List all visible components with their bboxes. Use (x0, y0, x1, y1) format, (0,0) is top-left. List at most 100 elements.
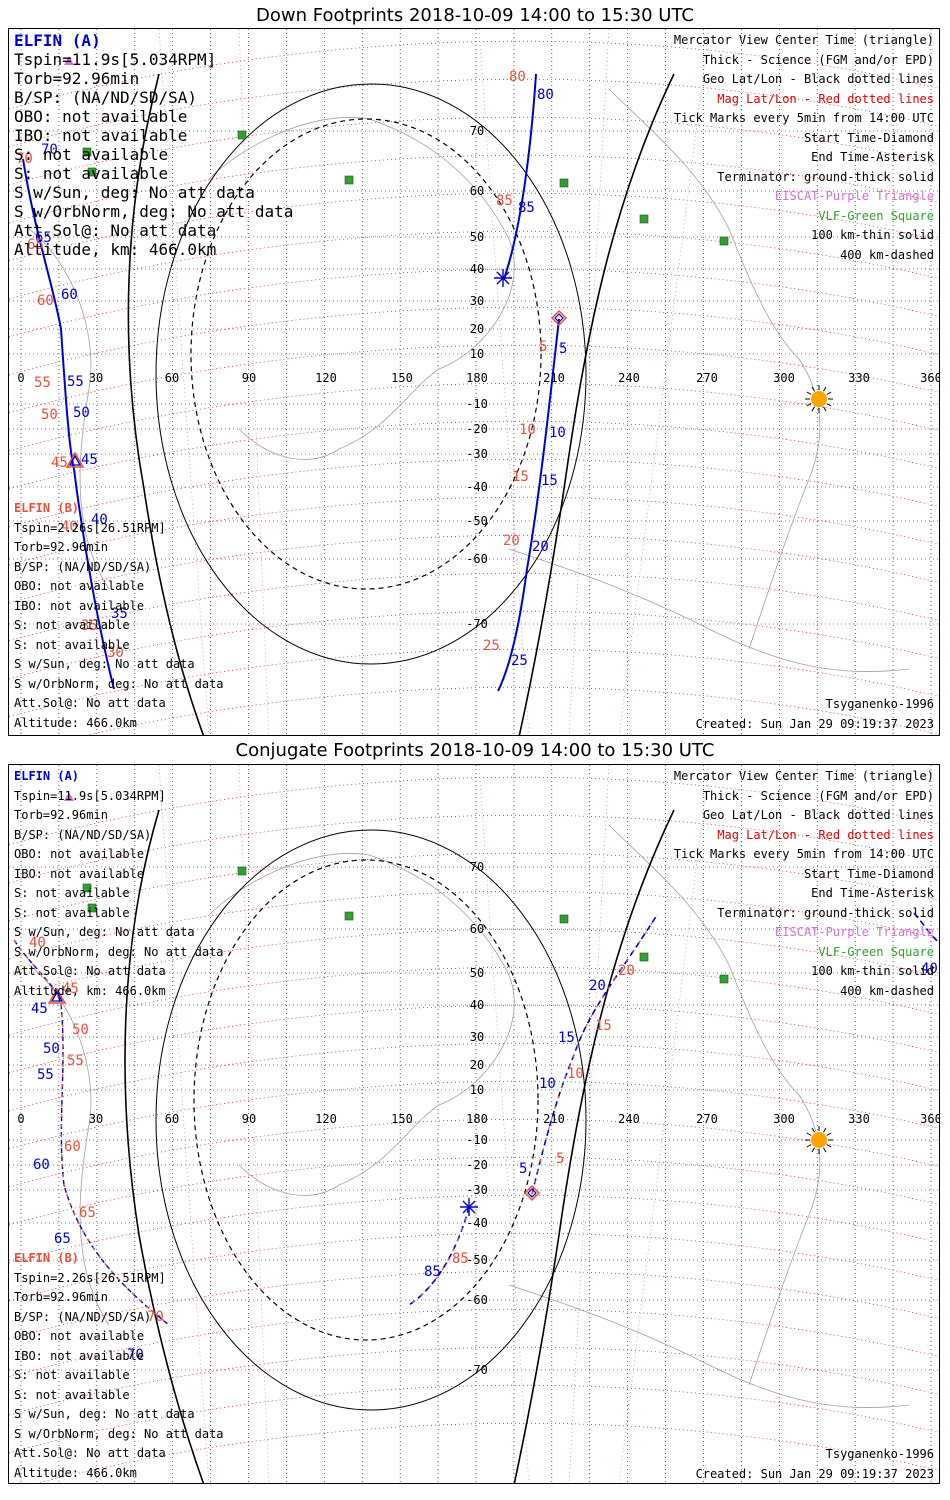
longitude-label: 0 (17, 371, 24, 385)
elfin-b-tick-label: 15 (595, 1018, 612, 1034)
model-name: Tsyganenko-1996 (825, 697, 934, 711)
longitude-label: 180 (466, 371, 488, 385)
elfin-a-tick-label: 5 (559, 341, 567, 357)
sun-ray (823, 386, 827, 392)
legend-item: Mag Lat/Lon - Red dotted lines (717, 827, 934, 842)
longitude-label: 240 (618, 1112, 640, 1126)
latitude-label: 70 (470, 860, 484, 874)
legend-item: EISCAT-Purple Triangle (775, 189, 934, 203)
elfin-b-line: IBO: not available (14, 1348, 145, 1363)
center-time-triangle (47, 987, 67, 1004)
sun-ray (811, 1147, 815, 1153)
model-name: Tsyganenko-1996 (825, 1447, 934, 1461)
start-time-diamond (523, 1184, 541, 1202)
longitude-label: 300 (773, 371, 795, 385)
mag-longitude-line (618, 765, 710, 1483)
center-time-triangle (65, 451, 85, 468)
fov-100km-oval (155, 829, 587, 1411)
elfin-a-name: ELFIN (A) (14, 769, 80, 783)
elfin-a-tick-label: 5 (519, 1161, 527, 1177)
elfin-a-tick-label: 20 (532, 539, 549, 555)
longitude-label: 0 (17, 1112, 24, 1126)
elfin-b-tick-label: 35 (81, 618, 98, 634)
vlf-station-square (344, 175, 354, 185)
map-credits: Tsyganenko-1996 Created: Sun Jan 29 09:1… (696, 1445, 934, 1483)
latitude-label: 20 (470, 1058, 484, 1072)
elfin-b-tick-label: 70 (147, 1309, 164, 1325)
elfin-a-line: S: not available (14, 886, 130, 900)
elfin-b-tick-label: 60 (64, 1139, 81, 1155)
panel-down-footprints: 0 30 60 90 120 150 180 210 240 270 300 330 360 70 60 50… (8, 28, 940, 736)
elfin-a-line: B/SP: (NA/ND/SD/SA) (14, 827, 152, 842)
map-legend: Mercator View Center Time (triangle) Thi… (674, 31, 934, 265)
longitude-label: 210 (543, 1112, 565, 1126)
latitude-label: -70 (466, 1363, 488, 1377)
vlf-station-square (639, 952, 649, 962)
vlf-station-square (719, 974, 729, 984)
legend-item: Thick - Science (FGM and/or EPD) (702, 52, 934, 67)
elfin-a-info: ELFIN (A) Tspin=11.9s[5.034RPM] Torb=92.… (14, 31, 293, 259)
elfin-a-line: S w/Sun, deg: No att data (14, 925, 195, 939)
footprint-map-down: 0 30 60 90 120 150 180 210 240 270 300 330 360 70 60 50… (9, 29, 939, 735)
eiscat-triangle (64, 56, 74, 65)
legend-item: Thick - Science (FGM and/or EPD) (702, 788, 934, 803)
longitude-label: 210 (543, 371, 565, 385)
latitude-label: 50 (470, 230, 484, 244)
fov-400km-oval (190, 118, 542, 590)
legend-item: 400 km-dashed (840, 983, 934, 998)
elfin-b-tick-label: 50 (41, 407, 58, 423)
latitude-label: 10 (470, 1083, 484, 1097)
mag-longitude-line (568, 765, 610, 1483)
longitude-label: 240 (618, 371, 640, 385)
elfin-a-tick-label: 80 (537, 87, 554, 103)
mag-latitude-curve (9, 1042, 939, 1112)
latitude-label: -30 (466, 1183, 488, 1197)
elfin-b-tick-label: 65 (79, 1205, 96, 1221)
elfin-a-line: S w/Sun, deg: No att data (14, 183, 255, 202)
elfin-b-tick-label: 20 (503, 533, 520, 549)
vlf-station-square (344, 911, 354, 921)
elfin-a-line: Tspin=11.9s[5.034RPM] (14, 788, 166, 803)
latitude-label: -60 (466, 1293, 488, 1307)
longitude-label: 180 (466, 1112, 488, 1126)
elfin-a-track (22, 158, 115, 690)
longitude-label: 270 (696, 371, 718, 385)
elfin-a-tick-label: 10 (539, 1076, 556, 1092)
legend-item: Mag Lat/Lon - Red dotted lines (717, 91, 934, 106)
elfin-a-track (497, 318, 560, 692)
elfin-a-tick-label: 15 (541, 473, 558, 489)
elfin-a-line: IBO: not available (14, 126, 188, 145)
elfin-b-tick-label: 5 (556, 1151, 564, 1167)
elfin-a-line: S: not available (14, 905, 130, 920)
elfin-a-tick-label: 40 (921, 961, 938, 977)
elfin-b-tick-label: 80 (509, 69, 526, 85)
longitude-label: 60 (165, 1112, 179, 1126)
footprint-map-conjugate: 0 30 60 90 120 150 180 210 240 270 300 330 360 70 60 50… (9, 765, 939, 1483)
elfin-a-tick-label: 25 (511, 653, 528, 669)
sun-icon (811, 391, 827, 407)
latitude-label: -20 (466, 422, 488, 436)
vlf-station-square (82, 883, 92, 893)
elfin-a-tick-label: 40 (91, 512, 108, 528)
longitude-label: 90 (242, 1112, 256, 1126)
elfin-a-tick-label: 10 (549, 425, 566, 441)
elfin-b-name: ELFIN (B) (14, 501, 80, 515)
sun-ray (826, 391, 832, 395)
elfin-a-tick-label: 65 (35, 230, 52, 246)
sun-ray (806, 1144, 812, 1148)
elfin-b-tick-label: 10 (519, 422, 536, 438)
elfin-a-line: Altitude, km: 466.0km (14, 983, 166, 998)
elfin-b-tick-label: 10 (567, 1066, 584, 1082)
map-credits: Tsyganenko-1996 Created: Sun Jan 29 09:1… (696, 695, 934, 734)
longitude-label: 150 (391, 371, 413, 385)
vlf-station-square (82, 147, 92, 157)
elfin-b-line: Tspin=2.26s[26.51RPM] (14, 1270, 166, 1285)
elfin-b-tick-label: 85 (452, 1251, 469, 1267)
sun-ray (826, 1132, 832, 1136)
elfin-a-tick-label: 85 (518, 200, 535, 216)
elfin-b-tick-label: 55 (67, 1053, 84, 1069)
sun-ray (806, 1132, 812, 1136)
coastline (28, 228, 110, 590)
panel-title-conjugate: Conjugate Footprints 2018-10-09 14:00 to… (235, 740, 715, 761)
elfin-a-info: ELFIN (A) Tspin=11.9s[5.034RPM] Torb=92.… (14, 767, 224, 1001)
